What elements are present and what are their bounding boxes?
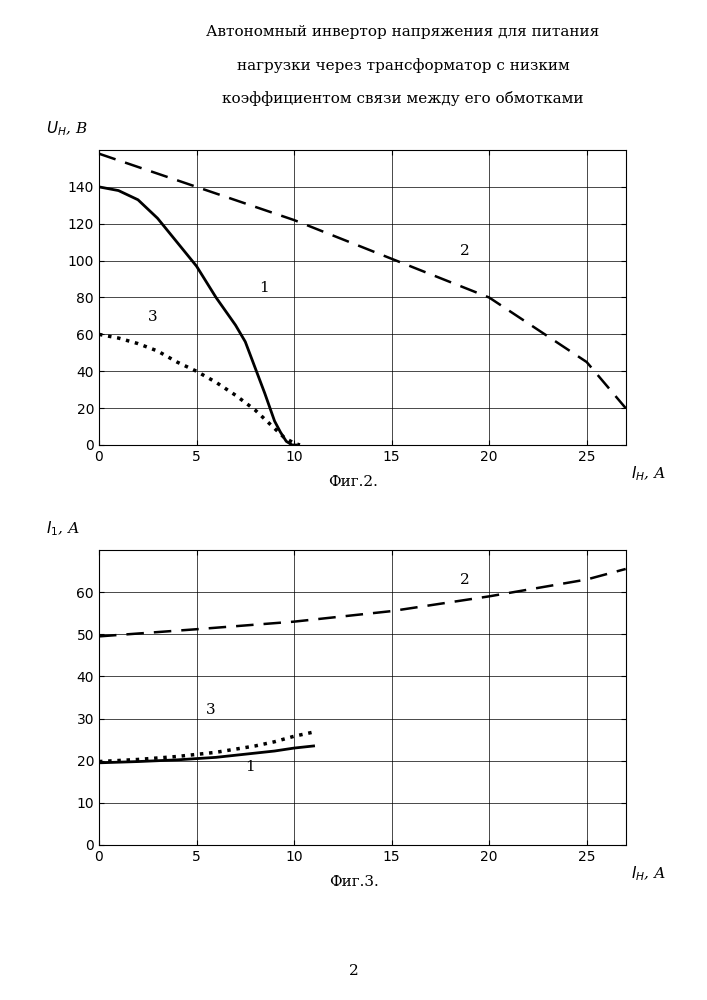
Text: Фиг.2.: Фиг.2. xyxy=(329,475,378,489)
Text: 3: 3 xyxy=(148,310,158,324)
Text: 2: 2 xyxy=(349,964,358,978)
Text: 2: 2 xyxy=(460,573,469,587)
Text: Автономный инвертор напряжения для питания: Автономный инвертор напряжения для питан… xyxy=(206,25,600,39)
Text: $I_{H}$, А: $I_{H}$, А xyxy=(631,464,666,483)
Text: $U_{H}$, В: $U_{H}$, В xyxy=(46,119,88,138)
Text: 1: 1 xyxy=(245,760,255,774)
Text: 1: 1 xyxy=(259,281,269,295)
Text: нагрузки через трансформатор с низким: нагрузки через трансформатор с низким xyxy=(237,58,569,73)
Text: $I_{1}$, А: $I_{1}$, А xyxy=(46,520,80,538)
Text: 3: 3 xyxy=(206,703,216,717)
Text: коэффициентом связи между его обмотками: коэффициентом связи между его обмотками xyxy=(222,91,584,106)
Text: 2: 2 xyxy=(460,244,469,258)
Text: $I_{H}$, А: $I_{H}$, А xyxy=(631,864,666,883)
Text: Фиг.3.: Фиг.3. xyxy=(329,875,378,889)
